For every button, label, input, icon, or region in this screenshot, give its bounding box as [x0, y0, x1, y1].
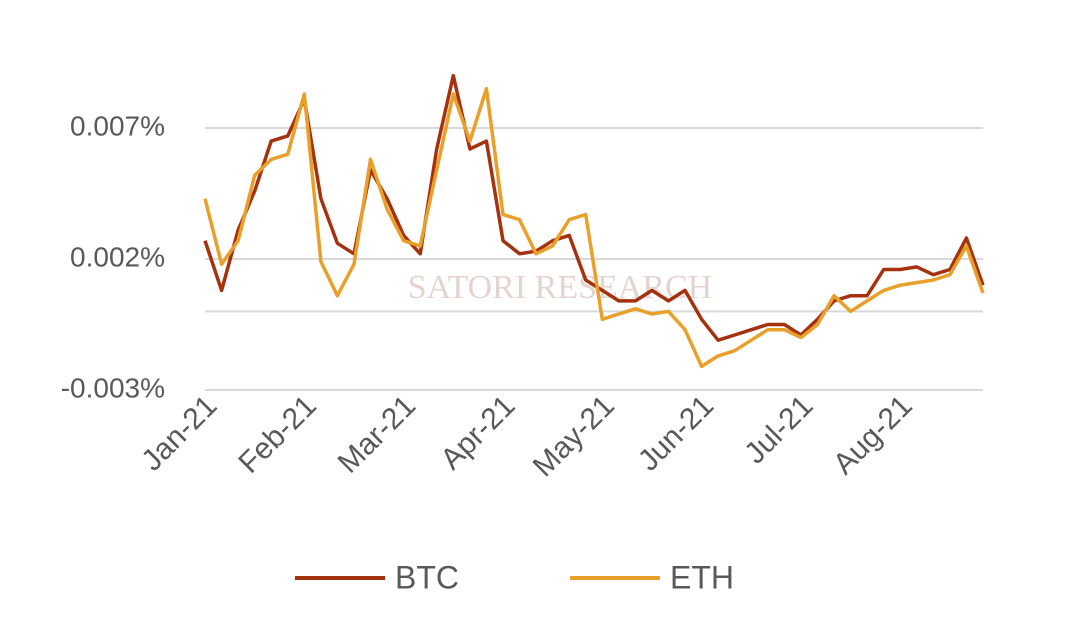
x-tick-label: Feb-21 — [232, 389, 323, 480]
legend-label: BTC — [395, 559, 459, 595]
watermark: SATORI RESEARCH — [408, 269, 713, 306]
x-tick-label: Aug-21 — [827, 389, 919, 481]
x-tick-label: Jul-21 — [738, 389, 819, 470]
y-tick-label: -0.003% — [61, 372, 165, 403]
line-series — [203, 86, 985, 369]
x-tick-label: Mar-21 — [332, 389, 423, 480]
y-tick-label: 0.007% — [70, 110, 165, 141]
legend-label: ETH — [670, 559, 734, 595]
line-series — [203, 73, 985, 342]
y-tick-label: 0.002% — [70, 241, 165, 272]
x-tick-label: Jun-21 — [632, 389, 720, 477]
x-tick-label: May-21 — [527, 389, 621, 483]
x-tick-label: Apr-21 — [435, 389, 522, 476]
